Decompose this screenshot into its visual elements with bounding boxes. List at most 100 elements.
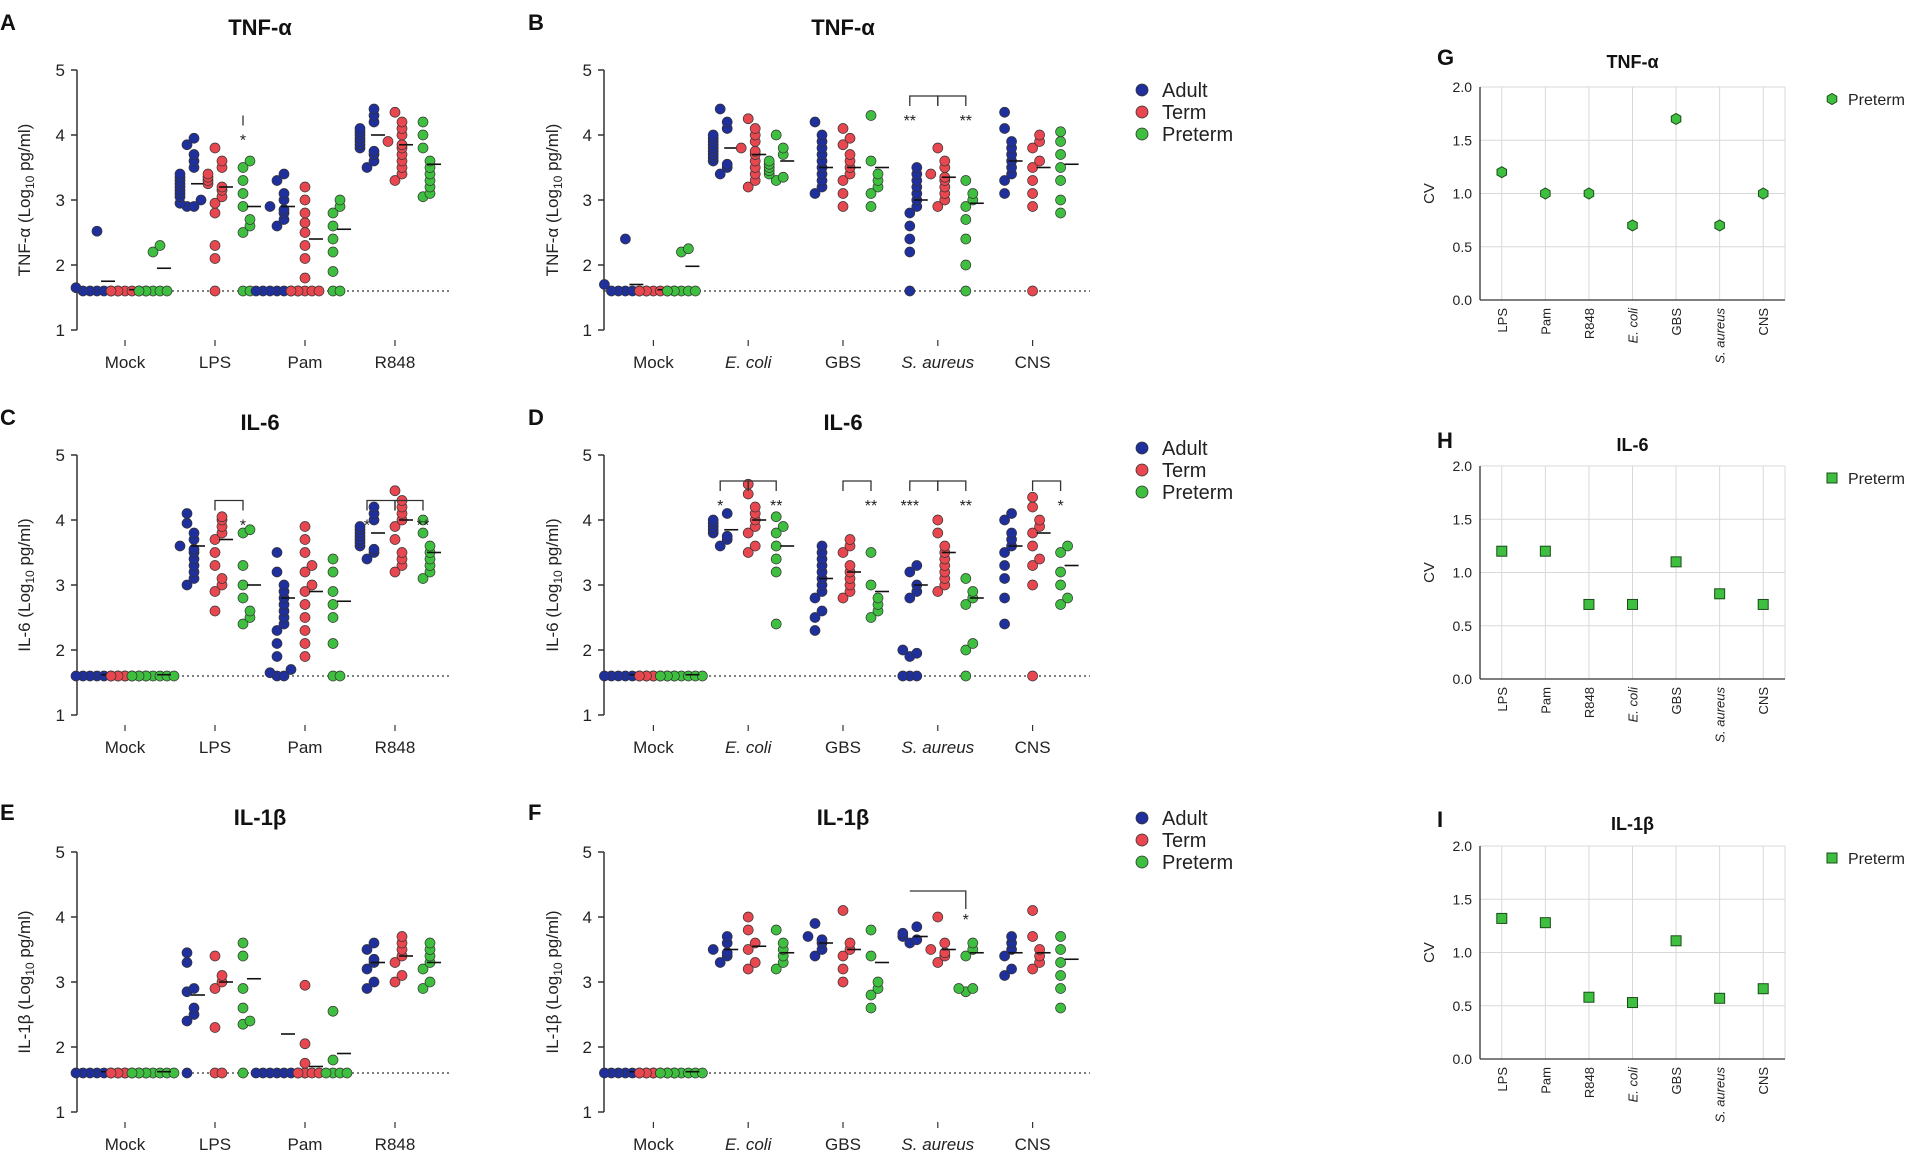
data-point-preterm [1496,166,1508,179]
data-point-preterm [237,950,249,962]
data-point-adult [361,162,373,173]
data-point-preterm [1496,912,1508,924]
data-point-preterm [1055,149,1066,160]
data-point-preterm [1540,187,1551,200]
data-point-term [939,155,951,167]
y-axis-label: IL-1β (Log10 pg/ml) [15,910,37,1053]
panel-letter: E [0,800,15,825]
data-point-adult [181,947,193,959]
data-point-preterm [967,937,979,949]
panel-letter: I [1437,807,1443,832]
data-point-preterm [865,924,877,936]
significance-label: ** [960,498,972,515]
panel-letter: F [528,800,541,825]
data-point-adult [1006,136,1017,147]
y-axis-label: CV [1421,183,1438,204]
y-tick-label: 0.0 [1453,1051,1473,1067]
data-point-term [209,547,221,558]
data-point-term [1034,514,1045,526]
data-point-term [389,106,401,118]
significance-bracket [937,480,967,491]
y-tick-label: 5 [56,61,65,80]
data-point-term [396,116,408,128]
data-point-term [299,217,311,229]
data-point-term [742,547,754,558]
data-point-preterm [967,188,979,199]
data-point-adult [904,566,916,578]
data-point-adult [816,540,828,552]
data-point-adult [999,547,1010,558]
x-tick-label: R848 [375,353,416,372]
data-point-term [1034,129,1045,141]
data-point-term [209,1022,221,1033]
data-point-term [209,983,221,994]
data-point-term [837,950,849,962]
legend-marker-term [1135,833,1149,847]
data-point-preterm [147,246,159,258]
data-point-term [209,950,221,962]
data-point-preterm [327,638,339,649]
data-point-preterm [237,201,249,212]
significance-bracket [909,480,939,491]
data-point-adult [368,543,380,555]
data-point-term [837,123,849,134]
legend-label: Preterm [1162,482,1233,504]
x-tick-label: Mock [105,1135,146,1154]
data-point-preterm [1055,566,1066,578]
legend-marker-preterm [1135,855,1149,869]
y-tick-label: 3 [583,973,592,992]
data-point-adult [181,139,193,151]
data-point-preterm [133,285,145,297]
x-tick-label: LPS [1495,1067,1510,1092]
data-point-preterm [327,1054,339,1066]
data-point-term [837,188,849,199]
data-point-term [209,142,221,154]
panel-title: TNF-α [811,15,875,40]
data-point-term [396,970,408,981]
significance-bracket [394,499,424,511]
legend-label: Adult [1162,80,1208,102]
data-point-term [634,1067,645,1079]
y-tick-label: 1 [583,706,592,725]
data-point-preterm [237,618,249,630]
y-tick-label: 2 [583,641,592,660]
data-point-term [299,207,311,219]
data-point-preterm [1055,126,1066,138]
data-point-preterm [417,983,429,994]
data-point-preterm [244,524,256,536]
data-point-preterm [327,246,339,258]
y-tick-label: 5 [583,446,592,465]
data-point-term [1027,491,1038,503]
data-point-preterm [777,171,789,183]
significance-bracket [909,890,967,909]
data-point-term [389,175,401,186]
significance-bracket [1031,480,1062,491]
data-point-preterm [865,950,877,962]
data-point-preterm [417,963,429,975]
data-point-adult [188,132,200,144]
data-point-preterm [770,540,782,552]
y-tick-label: 1.0 [1453,186,1473,202]
panel-title: IL-1β [817,805,870,830]
data-point-adult [278,579,290,591]
data-point-adult [181,957,193,968]
data-point-preterm [655,1067,666,1079]
data-point-preterm [1055,1002,1066,1014]
data-point-term [634,670,645,682]
data-point-term [389,485,401,497]
significance-label: * [240,518,246,535]
data-point-adult [721,508,733,519]
data-point-term [932,201,944,212]
data-point-adult [809,950,821,962]
x-tick-label: R848 [1582,308,1597,339]
data-point-term [742,113,754,125]
data-point-adult [904,285,916,297]
data-point-term [1027,670,1038,682]
data-point-adult [70,282,82,294]
data-point-adult [904,220,916,232]
data-point-preterm [967,983,979,994]
y-axis-label: IL-6 (Log10 pg/ml) [15,518,37,651]
legend-label: Term [1162,102,1206,124]
data-point-adult [904,207,916,219]
